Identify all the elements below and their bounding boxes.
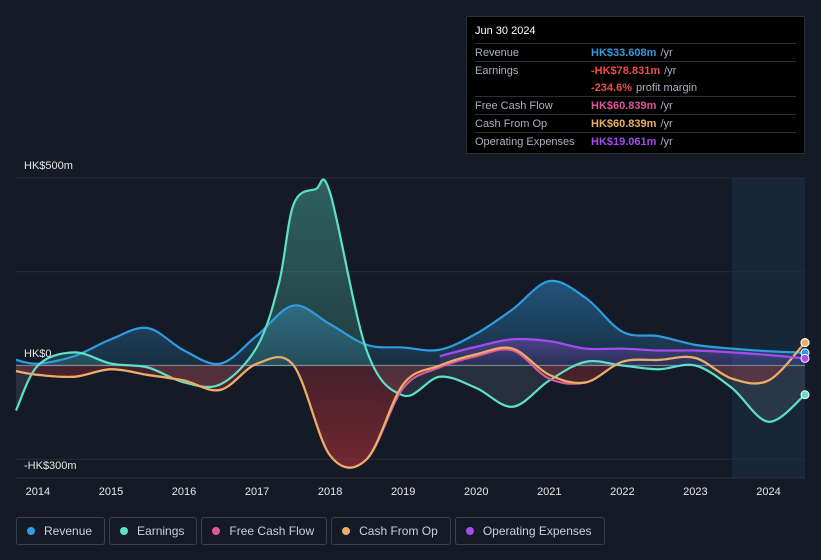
tooltip-row-value: HK$60.839m <box>591 117 657 130</box>
data-tooltip: Jun 30 2024 Revenue HK$33.608m/yr Earnings… <box>466 16 805 154</box>
cash-from-op-line <box>15 341 806 469</box>
tooltip-row-unit: /yr <box>660 135 673 148</box>
opex-area <box>439 338 805 366</box>
revenue-area <box>16 280 805 366</box>
earnings-area-negative <box>16 365 805 422</box>
tooltip-row-value: HK$33.608m <box>591 46 657 59</box>
tooltip-row-label: Earnings <box>475 64 519 77</box>
x-tick-label: 2018 <box>318 486 342 498</box>
x-tick-label: 2021 <box>537 486 561 498</box>
x-tick-label: 2023 <box>683 486 707 498</box>
legend-item-revenue[interactable]: Revenue <box>16 517 106 545</box>
revenue-line <box>15 279 806 366</box>
legend-dot-icon <box>212 527 221 535</box>
tooltip-row: Cash From Op HK$60.839m/yr <box>475 114 796 132</box>
tooltip-row-value: -HK$78.831m <box>591 64 661 77</box>
tooltip-row-unit: /yr <box>664 64 677 77</box>
earnings-line <box>15 178 806 423</box>
tooltip-row-label: Operating Expenses <box>475 135 575 148</box>
tooltip-row-unit: profit margin <box>635 81 698 94</box>
legend-item-cash-from-op[interactable]: Cash From Op <box>331 517 451 545</box>
tooltip-row-unit: /yr <box>660 117 673 130</box>
tooltip-row-label: Free Cash Flow <box>475 99 553 112</box>
legend-dot-icon <box>27 527 35 535</box>
legend-label: Revenue <box>44 524 93 538</box>
legend-label: Cash From Op <box>359 524 438 538</box>
x-tick-label: 2022 <box>610 486 634 498</box>
tooltip-row-value: -234.6% <box>591 81 632 94</box>
legend-label: Operating Expenses <box>482 524 592 538</box>
x-tick-label: 2020 <box>464 486 488 498</box>
tooltip-row: Operating Expenses HK$19.061m/yr <box>475 132 796 150</box>
tooltip-row: Revenue HK$33.608m/yr <box>475 43 796 61</box>
legend-item-earnings[interactable]: Earnings <box>109 517 198 545</box>
legend-dot-icon <box>465 527 474 535</box>
cash-from-op-endpoint <box>800 338 810 348</box>
forecast-region <box>731 178 805 478</box>
y-axis-zero-label: HK$0 <box>24 348 52 360</box>
tooltip-row-label: Revenue <box>475 46 520 59</box>
operating-expenses-line <box>439 337 806 360</box>
tooltip-row: Earnings -HK$78.831m/yr <box>475 61 796 79</box>
legend-label: Free Cash Flow <box>229 524 315 538</box>
tooltip-date: Jun 30 2024 <box>475 25 536 37</box>
legend-item-free-cash-flow[interactable]: Free Cash Flow <box>201 517 328 545</box>
legend-dot-icon <box>342 527 351 535</box>
y-axis-top-label: HK$500m <box>24 160 73 172</box>
x-tick-label: 2024 <box>756 486 780 498</box>
legend-dot-icon <box>120 527 129 535</box>
tooltip-row-unit: /yr <box>660 46 673 59</box>
tooltip-row-label: Cash From Op <box>475 117 548 130</box>
x-tick-label: 2014 <box>26 486 50 498</box>
tooltip-row-value: HK$19.061m <box>591 135 657 148</box>
tooltip-row: Free Cash Flow HK$60.839m/yr <box>475 96 796 114</box>
legend-label: Earnings <box>137 524 185 538</box>
tooltip-row-value: HK$60.839m <box>591 99 657 112</box>
tooltip-row: -234.6% profit margin <box>475 79 796 96</box>
earnings-endpoint <box>800 390 810 400</box>
y-axis-bottom-label: -HK$300m <box>24 460 77 472</box>
x-tick-label: 2019 <box>391 486 415 498</box>
tooltip-row-unit: /yr <box>660 99 673 112</box>
x-tick-label: 2015 <box>99 486 123 498</box>
x-tick-label: 2017 <box>245 486 269 498</box>
legend: Revenue Earnings Free Cash Flow Cash From O… <box>16 517 605 545</box>
operating-expenses-endpoint <box>800 353 810 363</box>
legend-item-operating-expenses[interactable]: Operating Expenses <box>454 517 605 545</box>
x-tick-label: 2016 <box>172 486 196 498</box>
